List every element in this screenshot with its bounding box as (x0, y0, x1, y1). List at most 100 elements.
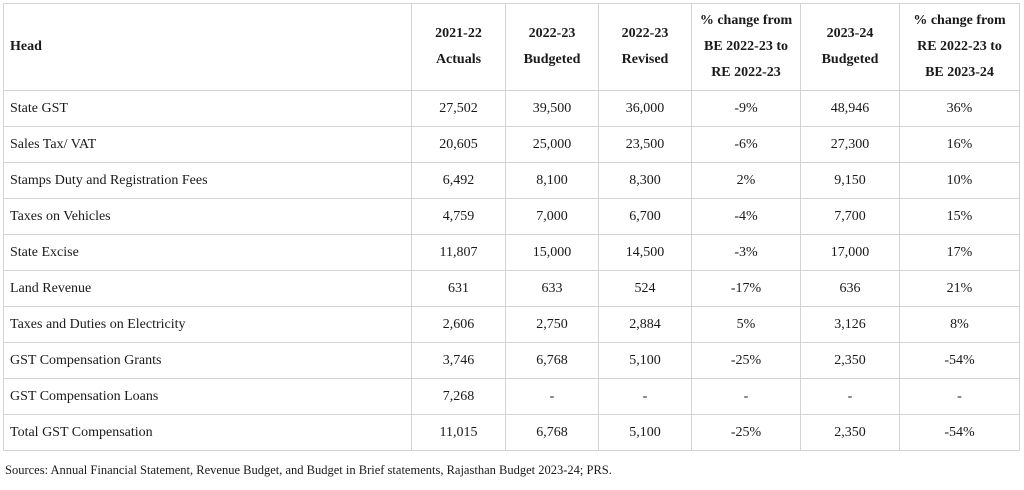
value-cell: 23,500 (598, 126, 692, 163)
value-cell: 17,000 (800, 234, 900, 271)
value-cell: 5,100 (598, 414, 692, 451)
value-cell: - (899, 378, 1020, 415)
column-header-line: Actuals (435, 52, 482, 67)
value-cell: 6,768 (505, 414, 599, 451)
value-cell: 25,000 (505, 126, 599, 163)
value-cell: 17% (899, 234, 1020, 271)
column-header: 2022-23 Budgeted (505, 3, 599, 91)
column-header-line: 2022-23 (621, 26, 669, 41)
value-cell: 27,300 (800, 126, 900, 163)
value-cell: -54% (899, 414, 1020, 451)
table-row: Total GST Compensation 11,015 6,768 5,100 -2… (3, 414, 1020, 451)
table-row: State Excise 11,807 15,000 14,500 -3% 17,000 1… (3, 234, 1020, 271)
value-cell: 36% (899, 90, 1020, 127)
column-header-line: % change from (913, 13, 1006, 28)
row-head-cell: State GST (3, 90, 412, 127)
value-cell: -3% (691, 234, 801, 271)
column-header-line: BE 2022-23 to (704, 39, 788, 54)
value-cell: 10% (899, 162, 1020, 199)
row-head-cell: State Excise (3, 234, 412, 271)
value-cell: 2,350 (800, 342, 900, 379)
value-cell: 2,606 (411, 306, 506, 343)
row-head-cell: Land Revenue (3, 270, 412, 307)
value-cell: - (800, 378, 900, 415)
row-head-cell: Taxes on Vehicles (3, 198, 412, 235)
value-cell: 20,605 (411, 126, 506, 163)
value-cell: - (598, 378, 692, 415)
revenue-table-container: Head 2021-22 Actuals 2022-23 Budgeted 2022-23… (3, 3, 1020, 451)
row-head-cell: GST Compensation Grants (3, 342, 412, 379)
column-header-line: Head (10, 39, 42, 54)
value-cell: 2,750 (505, 306, 599, 343)
value-cell: 3,746 (411, 342, 506, 379)
column-header-line: 2022-23 (528, 26, 576, 41)
table-row: State GST 27,502 39,500 36,000 -9% 48,946 36% (3, 90, 1020, 127)
value-cell: 633 (505, 270, 599, 307)
row-head-cell: Total GST Compensation (3, 414, 412, 451)
value-cell: 5% (691, 306, 801, 343)
column-header-head: Head (3, 3, 412, 91)
column-header-line: 2023-24 (826, 26, 874, 41)
row-head-cell: Taxes and Duties on Electricity (3, 306, 412, 343)
table-row: Taxes and Duties on Electricity 2,606 2,75… (3, 306, 1020, 343)
value-cell: 6,700 (598, 198, 692, 235)
value-cell: -9% (691, 90, 801, 127)
value-cell: 631 (411, 270, 506, 307)
value-cell: 36,000 (598, 90, 692, 127)
value-cell: -25% (691, 342, 801, 379)
value-cell: 524 (598, 270, 692, 307)
value-cell: 21% (899, 270, 1020, 307)
column-header-line: % change from (699, 13, 793, 28)
column-header: 2022-23 Revised (598, 3, 692, 91)
value-cell: 2,884 (598, 306, 692, 343)
value-cell: 8,100 (505, 162, 599, 199)
revenue-table: Head 2021-22 Actuals 2022-23 Budgeted 2022-23… (3, 3, 1020, 451)
column-header-line: Budgeted (821, 52, 879, 67)
column-header-line: 2021-22 (435, 26, 482, 41)
value-cell: - (691, 378, 801, 415)
value-cell: - (505, 378, 599, 415)
value-cell: 11,015 (411, 414, 506, 451)
value-cell: 636 (800, 270, 900, 307)
value-cell: 6,768 (505, 342, 599, 379)
value-cell: 4,759 (411, 198, 506, 235)
column-header-line: BE 2023-24 (925, 65, 994, 80)
value-cell: 8% (899, 306, 1020, 343)
row-head-cell: Sales Tax/ VAT (3, 126, 412, 163)
value-cell: 2% (691, 162, 801, 199)
value-cell: 27,502 (411, 90, 506, 127)
value-cell: 48,946 (800, 90, 900, 127)
table-row: GST Compensation Grants 3,746 6,768 5,100 -2… (3, 342, 1020, 379)
column-header: % change from RE 2022-23 to BE 2023-24 (899, 3, 1020, 91)
value-cell: -17% (691, 270, 801, 307)
header-row: Head 2021-22 Actuals 2022-23 Budgeted 2022-23… (3, 3, 1020, 91)
value-cell: 6,492 (411, 162, 506, 199)
column-header-line: Revised (621, 52, 669, 67)
source-note: Sources: Annual Financial Statement, Rev… (5, 463, 612, 477)
value-cell: -6% (691, 126, 801, 163)
value-cell: 14,500 (598, 234, 692, 271)
value-cell: 15% (899, 198, 1020, 235)
value-cell: 7,700 (800, 198, 900, 235)
value-cell: 7,268 (411, 378, 506, 415)
table-row: Sales Tax/ VAT 20,605 25,000 23,500 -6% 27,30… (3, 126, 1020, 163)
row-head-cell: GST Compensation Loans (3, 378, 412, 415)
column-header: 2021-22 Actuals (411, 3, 506, 91)
value-cell: 16% (899, 126, 1020, 163)
value-cell: 8,300 (598, 162, 692, 199)
column-header-line: RE 2022-23 to (917, 39, 1002, 54)
row-head-cell: Stamps Duty and Registration Fees (3, 162, 412, 199)
table-header: Head 2021-22 Actuals 2022-23 Budgeted 2022-23… (3, 3, 1020, 91)
column-header-line: RE 2022-23 (711, 65, 781, 80)
value-cell: 7,000 (505, 198, 599, 235)
column-header: % change from BE 2022-23 to RE 2022-23 (691, 3, 801, 91)
table-row: GST Compensation Loans 7,268- - - - - (3, 378, 1020, 415)
table-row: Taxes on Vehicles 4,759 7,000 6,700 -4% 7,700… (3, 198, 1020, 235)
value-cell: 9,150 (800, 162, 900, 199)
value-cell: 39,500 (505, 90, 599, 127)
value-cell: 3,126 (800, 306, 900, 343)
value-cell: -25% (691, 414, 801, 451)
column-header: 2023-24 Budgeted (800, 3, 900, 91)
value-cell: 11,807 (411, 234, 506, 271)
value-cell: -54% (899, 342, 1020, 379)
